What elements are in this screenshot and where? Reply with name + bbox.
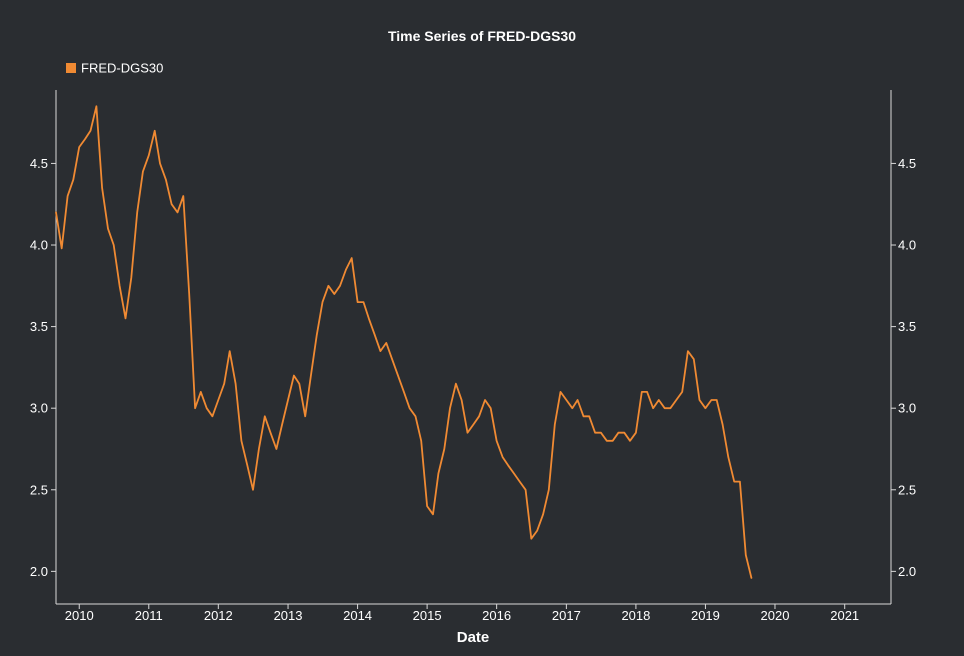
x-tick-label: 2013 [274,608,303,623]
series-group [55,105,753,579]
x-tick-label: 2015 [413,608,442,623]
axes [55,90,892,605]
x-tick-label: 2021 [830,608,859,623]
x-tick-label: 2020 [761,608,790,623]
y-ticks-left: 2.0 2.5 3.0 3.5 4.0 4.5 [30,156,56,579]
x-tick-label: 2010 [65,608,94,623]
y-tick-label-left: 3.5 [30,319,48,334]
series-line [55,105,753,579]
chart-title: Time Series of FRED-DGS30 [388,28,576,44]
y-tick-label-left: 2.5 [30,482,48,497]
y-tick-label-left: 4.0 [30,238,48,253]
x-tick-label: 2012 [204,608,233,623]
y-tick-label-left: 4.5 [30,156,48,171]
y-tick-label-right: 3.0 [898,401,916,416]
legend-swatch [66,63,76,73]
y-tick-label-right: 2.0 [898,564,916,579]
y-ticks-right: 2.0 2.5 3.0 3.5 4.0 4.5 [891,156,916,579]
x-tick-label: 2014 [343,608,372,623]
x-tick-label: 2017 [552,608,581,623]
x-tick-label: 2018 [621,608,650,623]
x-tick-label: 2011 [135,608,163,623]
x-tick-label: 2019 [691,608,720,623]
x-tick-label: 2016 [482,608,511,623]
y-tick-label-right: 2.5 [898,482,916,497]
y-tick-label-left: 3.0 [30,401,48,416]
y-tick-label-left: 2.0 [30,564,48,579]
legend: FRED-DGS30 [66,61,163,76]
legend-label: FRED-DGS30 [81,61,163,76]
x-ticks: 2010 2011 2012 2013 2014 2015 2016 2017 2018 2019… [65,604,859,623]
y-tick-label-right: 4.0 [898,238,916,253]
y-tick-label-right: 3.5 [898,319,916,334]
y-tick-label-right: 4.5 [898,156,916,171]
x-axis-label: Date [457,629,490,646]
